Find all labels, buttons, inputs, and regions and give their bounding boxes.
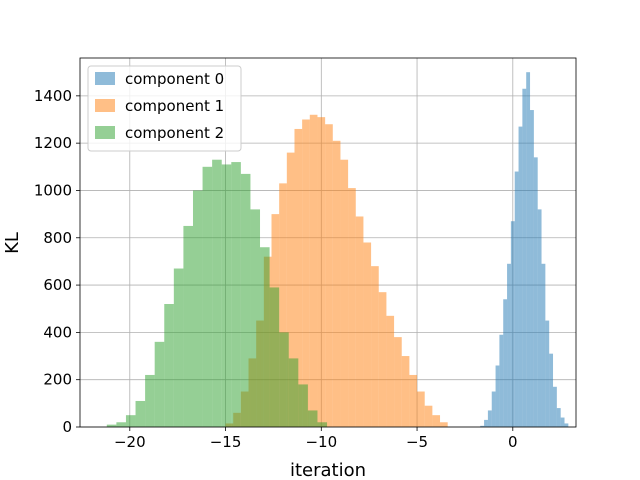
legend: component 0 component 1 component 2 — [87, 65, 242, 152]
histogram-bar — [192, 190, 203, 427]
histogram-bar — [212, 159, 222, 427]
legend-swatch-component-2 — [95, 126, 115, 139]
histogram-bar — [560, 417, 565, 427]
histogram-bar — [269, 287, 280, 427]
legend-swatch-component-1 — [95, 99, 115, 112]
histogram-bar — [564, 423, 569, 427]
histogram-bar — [553, 386, 557, 427]
histogram-bar — [288, 358, 299, 427]
histogram-bar — [549, 353, 554, 427]
histogram-bar — [145, 374, 155, 427]
legend-box — [87, 65, 242, 152]
histogram-bar — [514, 171, 519, 427]
histogram-bar — [378, 292, 387, 427]
histogram-bar — [480, 425, 485, 427]
histogram-bar — [240, 173, 251, 427]
x-axis-ticks: −20 −15 −10 −5 0 — [114, 427, 518, 451]
histogram-bar — [307, 410, 318, 427]
histogram-bars — [106, 72, 569, 428]
histogram-bar — [417, 391, 425, 427]
legend-label-component-2: component 2 — [125, 124, 224, 142]
legend-label-component-0: component 0 — [125, 70, 224, 88]
histogram-bar — [202, 166, 213, 428]
histogram-bar — [545, 320, 550, 427]
histogram-bar — [401, 356, 410, 427]
histogram-bar — [487, 410, 492, 427]
plot-frame — [79, 57, 577, 428]
y-tick-label: 1400 — [34, 87, 72, 105]
histogram-bar — [386, 315, 395, 427]
histogram-bar — [298, 384, 308, 427]
histogram-bar — [135, 400, 146, 427]
x-tick-label: −10 — [305, 433, 337, 451]
histogram-bar — [221, 164, 232, 427]
y-tick-label: 0 — [62, 418, 72, 436]
histogram-bar — [250, 209, 261, 427]
legend-label-component-1: component 1 — [125, 97, 224, 115]
x-axis-label: iteration — [290, 460, 366, 480]
histogram-bar — [106, 424, 117, 427]
histogram-bar — [533, 157, 538, 427]
y-tick-label: 200 — [43, 371, 72, 389]
histogram-bar — [325, 124, 333, 427]
histogram-bar — [286, 152, 295, 427]
histogram-bar — [231, 162, 241, 428]
histogram-bar — [317, 422, 328, 427]
histogram-bar — [355, 216, 364, 427]
histogram-bar — [279, 183, 287, 427]
x-tick-label: 0 — [508, 433, 518, 451]
series-component-2 — [106, 159, 328, 428]
histogram-bar — [125, 415, 136, 427]
histogram-bar — [309, 114, 318, 428]
y-tick-label: 800 — [43, 229, 72, 247]
y-tick-label: 600 — [43, 276, 72, 294]
histogram-bar — [491, 391, 496, 427]
histogram-bar — [183, 225, 193, 427]
histogram-bar — [522, 88, 527, 427]
histogram-bar — [541, 263, 546, 427]
histogram-bar — [154, 341, 165, 427]
histogram-bar — [510, 221, 515, 427]
histogram-bar — [294, 128, 303, 427]
histogram-bar — [302, 119, 310, 427]
histogram-bar — [440, 422, 448, 427]
histogram-bar — [116, 422, 126, 427]
histogram-bar — [530, 110, 534, 428]
x-tick-label: −15 — [210, 433, 242, 451]
histogram-bar — [317, 117, 326, 427]
histogram-bar — [363, 242, 372, 427]
histogram-bar — [518, 126, 523, 427]
series-component-0 — [480, 72, 569, 428]
histogram-bar — [260, 247, 270, 427]
legend-swatch-component-0 — [95, 72, 115, 85]
y-tick-label: 400 — [43, 323, 72, 341]
histogram-bar — [371, 266, 379, 427]
y-tick-label: 1000 — [34, 181, 72, 199]
histogram-bar — [164, 304, 174, 427]
histogram-bar — [484, 419, 488, 427]
histogram-bar — [556, 408, 561, 427]
histogram-bar — [499, 334, 504, 427]
histogram-bar — [173, 268, 184, 427]
histogram-bar — [432, 415, 441, 427]
histogram-bar — [348, 188, 356, 427]
histogram-bar — [424, 405, 433, 427]
histogram-bar — [526, 72, 531, 427]
histogram-bar — [332, 140, 341, 428]
x-tick-label: −5 — [406, 433, 428, 451]
histogram-bar — [409, 374, 418, 427]
histogram-bar — [503, 299, 508, 427]
histogram-bar — [507, 263, 511, 427]
histogram-bar — [537, 209, 542, 427]
histogram-bar — [495, 365, 500, 427]
y-axis-ticks: 0 200 400 600 800 1000 1200 1400 — [34, 87, 80, 436]
y-axis-label: KL — [2, 232, 23, 254]
histogram-bar — [340, 159, 349, 427]
x-tick-label: −20 — [114, 433, 146, 451]
y-tick-label: 1200 — [34, 134, 72, 152]
histogram-bar — [279, 332, 289, 427]
histogram-bar — [394, 337, 402, 427]
